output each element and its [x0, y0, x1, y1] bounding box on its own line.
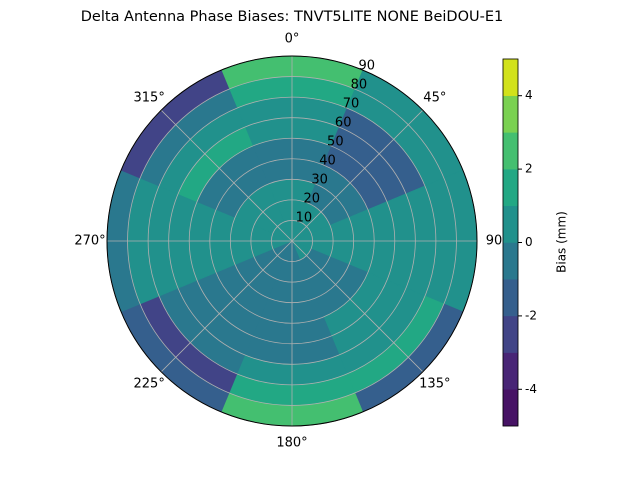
theta-tick-label: 45° [423, 91, 446, 106]
colorbar-tick-label: -4 [525, 382, 537, 396]
colorbar-band [502, 132, 519, 170]
theta-tick-label: 225° [134, 376, 165, 391]
colorbar-band [502, 278, 519, 317]
theta-tick-label: 135° [419, 376, 450, 391]
colorbar-band [502, 168, 519, 207]
r-tick-label: 50 [327, 135, 344, 150]
r-tick-label: 90 [359, 59, 376, 74]
colorbar-band [502, 315, 519, 353]
r-tick-label: 30 [311, 173, 328, 188]
r-tick-label: 40 [319, 154, 336, 169]
grid-spoke [291, 240, 424, 373]
colorbar-band [502, 242, 519, 280]
colorbar-band [502, 95, 519, 133]
colorbar-band [502, 352, 519, 390]
theta-tick-label: 180° [276, 436, 307, 451]
r-tick-label: 10 [296, 211, 313, 226]
plot-frame [106, 55, 478, 427]
r-tick-label: 60 [335, 116, 352, 131]
grid-spoke [291, 109, 424, 242]
colorbar-tick-label: 2 [525, 162, 533, 176]
chart-title: Delta Antenna Phase Biases: TNVT5LITE NO… [81, 9, 503, 25]
theta-tick-label: 90 [486, 234, 503, 249]
theta-tick-label: 270° [74, 234, 105, 249]
colorbar-tick-label: 0 [525, 235, 533, 249]
colorbar-band [502, 205, 519, 243]
colorbar-band [502, 389, 519, 427]
theta-tick-label: 315° [134, 91, 165, 106]
r-tick-label: 20 [303, 192, 320, 207]
theta-tick-label: 0° [285, 32, 300, 47]
r-tick-label: 70 [343, 97, 360, 112]
colorbar-tick-label: -2 [525, 308, 537, 322]
colorbar-band [502, 58, 519, 96]
r-tick-label: 80 [351, 78, 368, 93]
grid-spoke [160, 109, 293, 242]
colorbar-label: Bias (mm) [555, 211, 569, 273]
colorbar-tick-label: 4 [525, 88, 533, 102]
grid-spoke [160, 240, 293, 373]
